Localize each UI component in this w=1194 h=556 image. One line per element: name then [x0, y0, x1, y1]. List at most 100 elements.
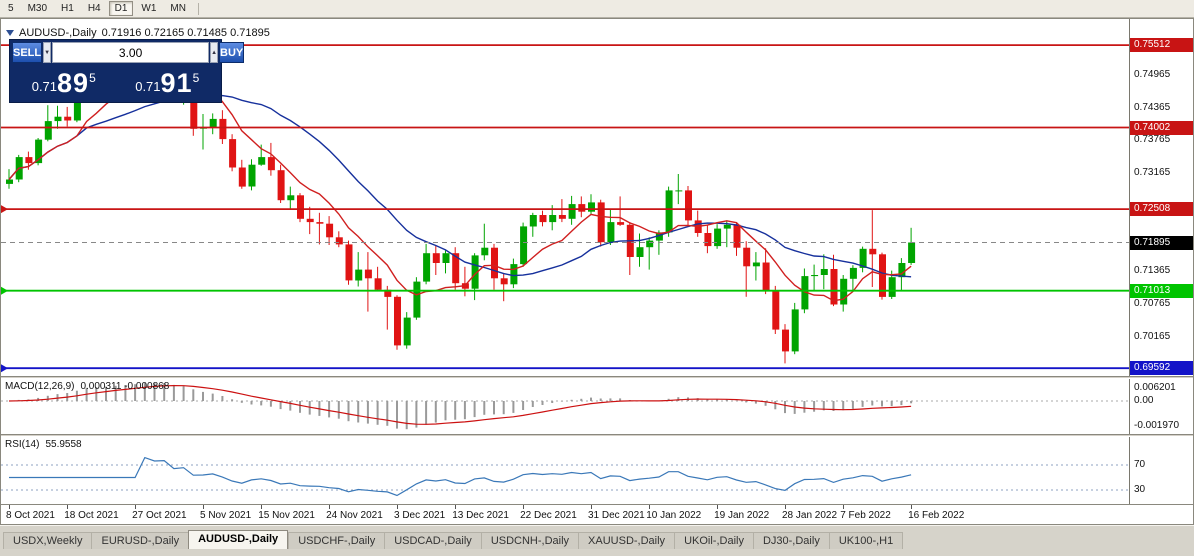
bid-pipette: 5 — [89, 71, 96, 85]
timeframe-button-h1[interactable]: H1 — [61, 3, 74, 14]
level-price-box: 0.74002 — [1130, 120, 1193, 135]
time-tick — [843, 505, 845, 509]
chart-tab-uk100-h1[interactable]: UK100-,H1 — [828, 532, 904, 549]
bid-prefix: 0.71 — [31, 79, 58, 94]
time-tick — [9, 505, 10, 509]
chart-ohlc-values: 0.71916 0.72165 0.71485 0.71895 — [101, 27, 270, 39]
chart-tab-bar: USDX,Weekly EURUSD-,Daily AUDUSD-,Daily USD… — [0, 525, 1194, 549]
time-tick — [591, 505, 592, 509]
macd-axis[interactable]: 0.006201 0.00 -0.001970 — [1129, 379, 1192, 434]
price-tick-label: 0.73165 — [1134, 167, 1171, 179]
timeframe-button-h4[interactable]: H4 — [87, 3, 101, 14]
rsi-indicator-plot[interactable]: RSI(14) 55.9558 — [1, 437, 1129, 504]
date-label: 19 Jan 2022 — [714, 510, 770, 521]
time-tick — [717, 505, 719, 509]
timeframe-button-w1[interactable]: W1 — [141, 3, 157, 14]
time-tick — [329, 505, 331, 509]
time-tick — [911, 505, 913, 509]
date-label: 28 Jan 2022 — [782, 510, 838, 521]
rsi-tick-label: 30 — [1134, 484, 1146, 495]
price-axis[interactable]: 0.74965 0.74365 0.73765 0.73165 0.71365 0.707… — [1129, 19, 1193, 376]
panel-divider[interactable] — [1, 434, 1193, 437]
rsi-header: RSI(14) 55.9558 — [5, 439, 82, 450]
level-price-box: 0.71013 — [1130, 283, 1193, 298]
triangle-down-icon: ▼ — [44, 49, 51, 56]
time-tick — [203, 505, 204, 509]
chart-tab-usdchf-daily[interactable]: USDCHF-,Daily — [288, 532, 385, 549]
date-label: 31 Dec 2021 — [588, 510, 645, 521]
timeframe-button-m30[interactable]: M30 — [27, 3, 48, 14]
timeframe-button-5[interactable]: 5 — [8, 3, 14, 14]
chart-tab-usdx-weekly[interactable]: USDX,Weekly — [3, 532, 92, 549]
date-label: 15 Nov 2021 — [258, 510, 315, 521]
volume-decrease-button[interactable]: ▼ — [43, 42, 52, 63]
current-price-box: 0.71895 — [1130, 235, 1193, 250]
level-price-box: 0.75512 — [1130, 38, 1193, 53]
price-tick-label: 0.71365 — [1134, 265, 1171, 277]
rsi-tick-label: 70 — [1134, 459, 1146, 470]
ask-prefix: 0.71 — [135, 79, 161, 94]
date-label: 13 Dec 2021 — [452, 510, 509, 521]
chart-tab-usdcad-daily[interactable]: USDCAD-,Daily — [384, 532, 481, 549]
rsi-value: 55.9558 — [45, 439, 82, 450]
volume-increase-button[interactable]: ▲ — [210, 42, 219, 63]
timeframe-toolbar: 5 M30 H1 H4 D1 W1 MN — [0, 0, 1194, 18]
ask-pipette: 5 — [192, 71, 200, 85]
date-label: 5 Nov 2021 — [200, 510, 252, 521]
timeframe-button-d1[interactable]: D1 — [108, 1, 134, 16]
time-tick — [649, 505, 651, 509]
chart-tab-xauusd-daily[interactable]: XAUUSD-,Daily — [578, 532, 675, 549]
bid-main-digits: 89 — [57, 68, 90, 98]
price-tick-label: 0.70165 — [1134, 330, 1171, 342]
time-tick — [785, 505, 786, 509]
one-click-trading-panel: SELL ▼ ▲ BUY 0.71 89 5 0.71 91 5 — [9, 39, 245, 103]
ask-main-digits: 91 — [160, 68, 193, 98]
one-click-panel-toggle-icon[interactable] — [6, 30, 14, 36]
macd-tick-label: -0.001970 — [1134, 420, 1180, 432]
chart-tab-dj30-daily[interactable]: DJ30-,Daily — [752, 532, 829, 549]
status-strip — [0, 549, 1194, 556]
date-label: 27 Oct 2021 — [132, 510, 187, 521]
date-label: 22 Dec 2021 — [520, 510, 577, 521]
date-label: 3 Dec 2021 — [394, 510, 446, 521]
time-axis[interactable]: 8 Oct 2021 18 Oct 2021 27 Oct 2021 5 Nov 20… — [1, 504, 1193, 524]
rsi-title: RSI(14) — [5, 439, 40, 450]
macd-indicator-plot[interactable]: MACD(12,26,9) 0.000311 -0.000868 — [1, 379, 1129, 434]
date-label: 16 Feb 2022 — [908, 510, 965, 521]
price-tick-label: 0.74365 — [1134, 101, 1171, 113]
chart-window: AUDUSD-,Daily 0.71916 0.72165 0.71485 0.… — [0, 18, 1194, 525]
bid-price-display: 0.71 89 5 — [12, 63, 116, 100]
price-tick-label: 0.73765 — [1134, 134, 1171, 146]
chart-symbol-title: AUDUSD-,Daily — [19, 27, 97, 39]
chart-tab-audusd-daily[interactable]: AUDUSD-,Daily — [188, 530, 289, 549]
date-label: 10 Jan 2022 — [646, 510, 702, 521]
date-label: 8 Oct 2021 — [6, 510, 55, 521]
price-chart-plot[interactable]: AUDUSD-,Daily 0.71916 0.72165 0.71485 0.… — [1, 19, 1129, 376]
chart-tab-eurusd-daily[interactable]: EURUSD-,Daily — [91, 532, 189, 549]
price-tick-label: 0.70765 — [1134, 298, 1171, 310]
time-tick — [397, 505, 398, 509]
date-label: 24 Nov 2021 — [326, 510, 383, 521]
price-tick-label: 0.74965 — [1134, 68, 1171, 80]
chart-tab-ukoil-daily[interactable]: UKOil-,Daily — [674, 532, 753, 549]
time-tick — [135, 505, 137, 509]
sell-button[interactable]: SELL — [12, 42, 43, 63]
chart-header: AUDUSD-,Daily 0.71916 0.72165 0.71485 0.… — [6, 27, 270, 39]
time-tick — [455, 505, 457, 509]
panel-divider[interactable] — [1, 376, 1193, 379]
macd-header: MACD(12,26,9) 0.000311 -0.000868 — [5, 381, 169, 392]
toolbar-separator — [197, 2, 199, 15]
buy-button[interactable]: BUY — [219, 42, 245, 63]
macd-tick-label: 0.00 — [1134, 395, 1154, 406]
time-tick — [261, 505, 263, 509]
macd-title: MACD(12,26,9) — [5, 381, 75, 392]
triangle-up-icon: ▲ — [211, 49, 218, 56]
ask-price-display: 0.71 91 5 — [116, 63, 220, 100]
level-price-box: 0.72508 — [1130, 202, 1193, 217]
rsi-axis[interactable]: 70 30 — [1129, 437, 1192, 504]
chart-tab-usdcnh-daily[interactable]: USDCNH-,Daily — [480, 532, 579, 549]
level-price-box: 0.69592 — [1130, 361, 1193, 376]
macd-values: 0.000311 -0.000868 — [80, 381, 170, 392]
timeframe-button-mn[interactable]: MN — [170, 3, 186, 14]
volume-input[interactable] — [52, 42, 210, 63]
